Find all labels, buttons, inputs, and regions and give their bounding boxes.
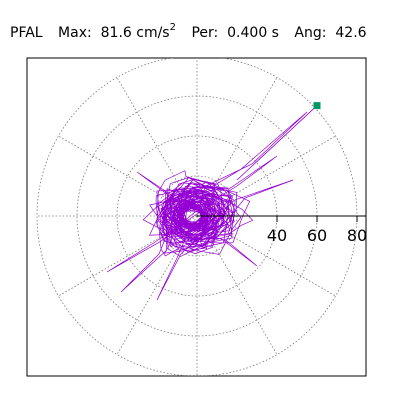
- max-unit: cm/s2: [136, 18, 176, 43]
- radial-tick-label-80: 80: [347, 226, 367, 245]
- grid-spoke-330: [196, 215, 336, 297]
- radial-tick-label-60: 60: [307, 226, 327, 245]
- ang-value: 42.6: [335, 25, 367, 41]
- motion-trace-path: [106, 111, 308, 301]
- per-value: 0.400 s: [227, 25, 279, 41]
- radial-tick-label-40: 40: [267, 226, 287, 245]
- max-unit-exponent: 2: [169, 22, 176, 33]
- grid-spoke-60: [196, 77, 278, 217]
- grid-spoke-30: [196, 135, 336, 217]
- max-point-marker: [313, 102, 321, 110]
- chart-title: PFAL Max: 81.6 cm/s2 Per: 0.400 s Ang: 4…: [10, 18, 367, 43]
- motion-trace: [106, 105, 318, 301]
- grid-spoke-150: [58, 135, 198, 217]
- max-value: 81.6: [100, 25, 132, 41]
- ang-label: Ang:: [294, 25, 327, 41]
- max-excursion-line: [236, 105, 318, 181]
- radial-axis: 40 60 80: [197, 215, 367, 245]
- grid-spoke-300: [196, 215, 278, 355]
- per-label: Per:: [191, 25, 219, 41]
- max-label: Max:: [58, 25, 92, 41]
- max-marker-group: [313, 102, 321, 110]
- plot-frame: [26, 57, 367, 377]
- grid-spoke-240: [116, 215, 198, 355]
- grid-spoke-210: [58, 215, 198, 297]
- station-code: PFAL: [10, 25, 43, 41]
- max-unit-text: cm/s: [136, 25, 170, 41]
- grid-spoke-120: [116, 77, 198, 217]
